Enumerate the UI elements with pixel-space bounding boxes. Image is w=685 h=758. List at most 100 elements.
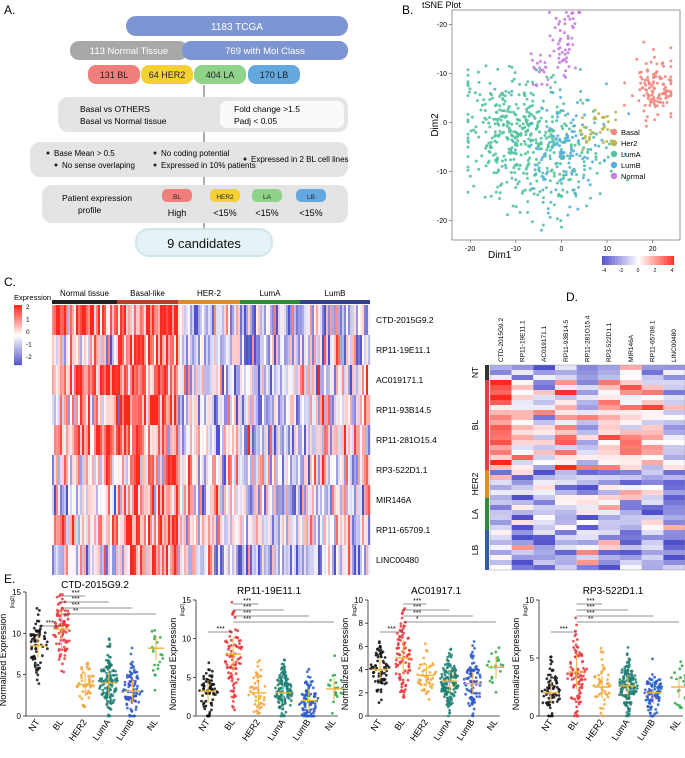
data-point [548,673,552,677]
tsne-point [537,161,541,165]
heat-cell [598,430,620,435]
category-label: NL [323,717,338,732]
heat-cell [576,410,599,415]
heat-cell [64,545,67,575]
heat-cell [342,485,345,515]
heat-cell [533,510,555,515]
tsne-point [537,168,541,172]
heat-cell [60,395,63,425]
heat-cell [156,455,159,485]
heat-cell [208,365,211,395]
heat-cell [196,545,199,575]
expression-legend: 210-1-2 [14,304,32,366]
heat-cell [306,335,309,365]
heat-cell [108,485,111,515]
heat-cell [186,485,189,515]
heat-cell [555,535,577,540]
heat-cell [490,385,512,390]
data-point [657,678,660,682]
tsne-point [561,188,565,192]
heat-cell [310,545,313,575]
heat-cell [288,365,291,395]
heat-cell [620,440,642,445]
data-point [200,699,203,703]
heat-cell [360,455,363,485]
heat-cell [164,425,167,455]
y-label: Normalized Expression [0,614,8,707]
heat-cell [641,560,664,565]
heat-cell [511,450,534,455]
heat-cell [106,515,109,545]
heat-cell [96,545,99,575]
scale-step [610,256,612,265]
heat-cell [112,485,115,515]
legend-gradient-step [14,328,22,330]
heat-cell [663,430,685,435]
heat-cell [158,515,161,545]
heat-cell [294,545,297,575]
data-point [29,656,33,659]
data-point [670,676,673,679]
heat-cell [136,305,139,335]
heat-cell [164,455,167,485]
heat-cell [212,365,215,395]
data-point [496,656,500,660]
legend-gradient-step [14,333,22,335]
heat-cell [138,515,141,545]
legend-gradient-step [14,342,22,344]
tsne-point [589,132,593,136]
tsne-point [544,136,548,140]
tsne-point [493,130,497,134]
heat-cell [490,460,512,465]
heat-cell [214,545,217,575]
heat-cell [324,425,327,455]
heat-cell [54,545,57,575]
data-point [289,703,292,707]
data-point [678,667,682,671]
heat-cell [136,425,139,455]
tsne-point [586,178,590,182]
group-bar [240,300,300,304]
data-point [543,688,547,692]
data-point [287,697,291,700]
tsne-point [466,155,470,159]
heat-cell [302,515,305,545]
data-point [607,691,611,695]
molclass-label: 769 with Mol Class [225,46,305,57]
heat-cell [533,495,555,500]
gene-label: RP11-65709.1 [376,525,430,535]
data-point [107,662,111,666]
result-box [135,228,273,257]
significance-label: *** [413,610,421,617]
heat-cell [204,395,207,425]
heat-cell [620,560,642,565]
legend-gradient-step [14,305,22,307]
tsne-point [525,110,529,114]
heat-cell [250,305,253,335]
heat-cell [114,515,117,545]
heat-cell [254,515,257,545]
data-point [550,676,553,679]
heat-cell [298,395,301,425]
tsne-point [506,109,510,113]
tsne-point [493,87,497,91]
heat-cell [576,385,599,390]
heat-cell [286,395,289,425]
data-point [127,697,131,700]
data-point [654,708,658,711]
tsne-point [484,146,488,150]
heat-cell [576,500,599,505]
heat-cell [126,455,129,485]
heat-cell [256,485,259,515]
heat-cell [182,515,185,545]
tsne-point [664,96,668,100]
data-point [289,688,293,692]
heat-cell [94,455,97,485]
heat-cell [168,455,171,485]
tsne-point [513,71,517,75]
heat-cell [288,335,291,365]
heat-cell [88,335,91,365]
heat-cell [262,365,265,395]
data-point [334,693,337,697]
heat-cell [344,455,347,485]
